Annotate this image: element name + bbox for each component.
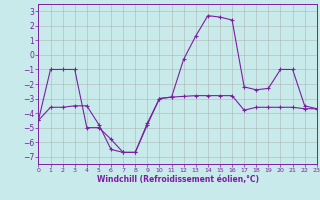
X-axis label: Windchill (Refroidissement éolien,°C): Windchill (Refroidissement éolien,°C)	[97, 175, 259, 184]
